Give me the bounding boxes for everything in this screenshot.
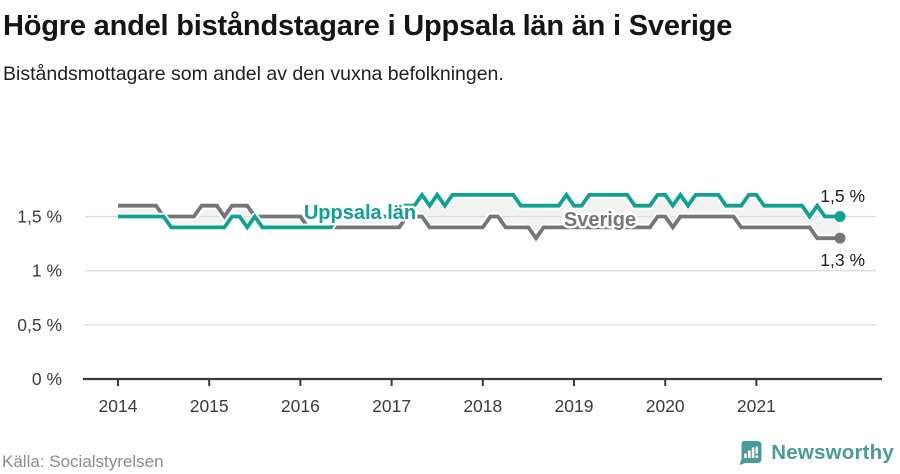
series-label-sverige: Sverige — [564, 209, 636, 231]
y-tick-label: 0 % — [32, 369, 62, 389]
end-value-label-uppsala-lan: 1,5 % — [820, 186, 865, 206]
chart-header: Högre andel biståndstagare i Uppsala län… — [3, 4, 883, 86]
gridlines — [85, 215, 876, 326]
chart-title: Högre andel biståndstagare i Uppsala län… — [3, 10, 733, 42]
x-tick-label: 2020 — [646, 396, 685, 416]
line-chart: 0 % 0,5 % 1 % 1,5 % 2014 2015 2016 2017 2018 2019… — [17, 186, 882, 416]
end-dot-uppsala-lan — [834, 211, 846, 223]
x-tick-label: 2017 — [372, 396, 411, 416]
x-tick-label: 2015 — [190, 396, 229, 416]
source-note: Källa: Socialstyrelsen — [2, 452, 164, 471]
newsworthy-bubble-chart-icon — [739, 441, 762, 465]
y-tick-label: 1 % — [32, 261, 62, 281]
series-end-dots — [834, 211, 846, 244]
chart-labels: 0 % 0,5 % 1 % 1,5 % 2014 2015 2016 2017 2018 2019… — [17, 186, 865, 416]
x-tick-label: 2018 — [463, 396, 502, 416]
newsworthy-logo: Newsworthy — [738, 440, 894, 465]
x-axis — [83, 377, 882, 386]
x-tick-label: 2016 — [281, 396, 320, 416]
series-lines — [118, 191, 840, 242]
y-tick-label: 1,5 % — [17, 207, 62, 227]
x-tick-label: 2014 — [99, 396, 138, 416]
end-value-label-sverige: 1,3 % — [820, 250, 865, 270]
x-tick-label: 2019 — [555, 396, 594, 416]
newsworthy-wordmark: Newsworthy — [771, 440, 894, 464]
line-uppsala-lan — [118, 191, 840, 231]
x-tick-label: 2021 — [737, 396, 776, 416]
chart-subtitle: Biståndsmottagare som andel av den vuxna… — [3, 63, 504, 85]
y-tick-label: 0,5 % — [17, 315, 62, 335]
line-sverige — [118, 203, 840, 242]
series-label-uppsala-lan: Uppsala län — [304, 202, 416, 224]
end-dot-sverige — [834, 232, 846, 244]
